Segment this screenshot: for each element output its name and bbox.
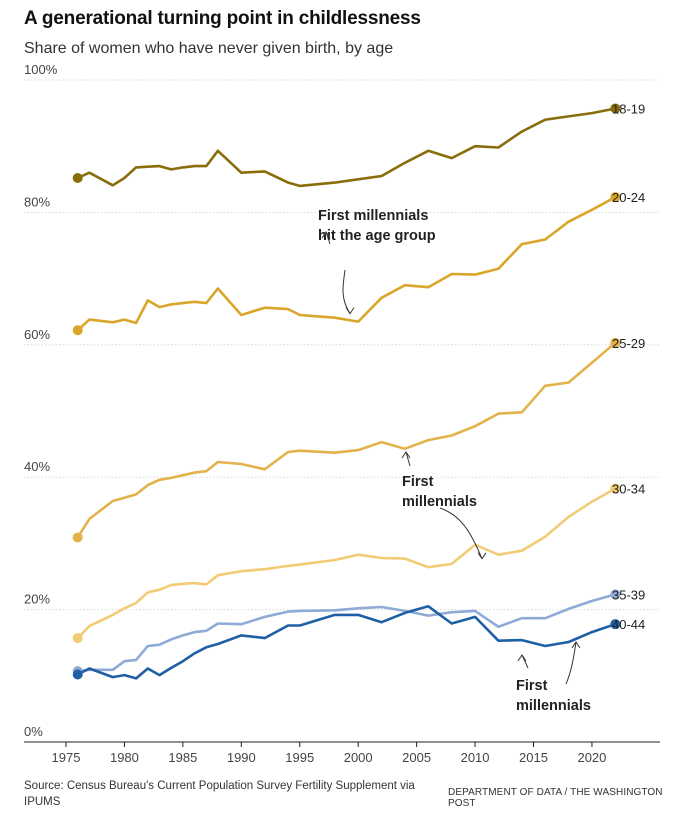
x-tick-label-1990: 1990: [227, 750, 256, 765]
series-end-dot-25-29: [610, 337, 621, 348]
chart-title: A generational turning point in childles…: [24, 8, 421, 29]
chart-subtitle: Share of women who have never given birt…: [24, 40, 394, 57]
annotation-2-arrowhead-1: [401, 451, 411, 459]
series-start-dot-20-24: [72, 325, 83, 336]
series-line-40-44: [76, 604, 617, 680]
series-line-20-24: [76, 195, 617, 332]
y-tick-label-40: 40%: [24, 459, 50, 474]
annotation-1-arrowhead-1: [321, 231, 331, 239]
annotation-1-line-1: First millennials: [318, 208, 428, 224]
x-tick-label-2020: 2020: [577, 750, 606, 765]
annotation-3-arrow-2: [565, 641, 577, 685]
annotation-1-arrowhead-2: [345, 307, 355, 315]
annotation-3-arrowhead-2: [571, 641, 581, 649]
y-tick-label-60: 60%: [24, 327, 50, 342]
annotation-2-arrowhead-2: [477, 552, 487, 560]
series-line-25-29: [76, 341, 617, 539]
series-end-dot-20-24: [610, 192, 621, 203]
x-tick-label-2005: 2005: [402, 750, 431, 765]
y-tick-label-100: 100%: [24, 62, 58, 77]
series-end-dot-30-34: [610, 483, 621, 494]
series-label-20-24: 20-24: [612, 190, 645, 205]
series-start-dot-40-44: [72, 669, 83, 680]
annotation-2-line-2: millennials: [402, 494, 477, 510]
x-tick-label-1980: 1980: [110, 750, 139, 765]
x-tick-label-2010: 2010: [461, 750, 490, 765]
annotation-3-line-2: millennials: [516, 698, 591, 714]
annotation-1-arrow-1: [325, 231, 331, 245]
series-start-dot-25-29: [72, 532, 83, 543]
x-tick-label-2015: 2015: [519, 750, 548, 765]
series-label-25-29: 25-29: [612, 336, 645, 351]
series-end-dot-18-19: [610, 103, 621, 114]
source-note: Source: Census Bureau's Current Populati…: [24, 780, 415, 808]
annotation-1-line-2: hit the age group: [318, 228, 436, 244]
annotation-3-line-1: First: [516, 678, 548, 694]
series-label-40-44: 40-44: [612, 617, 645, 632]
series-end-dot-35-39: [610, 589, 621, 600]
y-tick-label-0: 0%: [24, 724, 43, 739]
series-label-35-39: 35-39: [612, 587, 645, 602]
series-line-35-39: [76, 593, 617, 673]
series-label-30-34: 30-34: [612, 481, 645, 496]
annotation-2-arrow-1: [405, 451, 411, 467]
series-start-dot-30-34: [72, 633, 83, 644]
annotation-1-arrow-2: [342, 269, 351, 314]
credit-line: DEPARTMENT OF DATA / THE WASHINGTON POST: [448, 787, 663, 809]
annotation-3-arrowhead-1: [517, 654, 527, 662]
annotation-2-arrow-2: [439, 507, 483, 559]
x-tick-label-1975: 1975: [52, 750, 81, 765]
x-tick-label-2000: 2000: [344, 750, 373, 765]
series-label-18-19: 18-19: [612, 101, 645, 116]
x-tick-label-1995: 1995: [285, 750, 314, 765]
y-tick-label-20: 20%: [24, 592, 50, 607]
series-line-18-19: [76, 107, 617, 188]
y-tick-label-80: 80%: [24, 194, 50, 209]
series-end-dot-40-44: [610, 619, 621, 630]
series-start-dot-18-19: [72, 172, 83, 183]
annotation-2-line-1: First: [402, 474, 434, 490]
series-line-30-34: [76, 487, 617, 640]
x-tick-label-1985: 1985: [168, 750, 197, 765]
